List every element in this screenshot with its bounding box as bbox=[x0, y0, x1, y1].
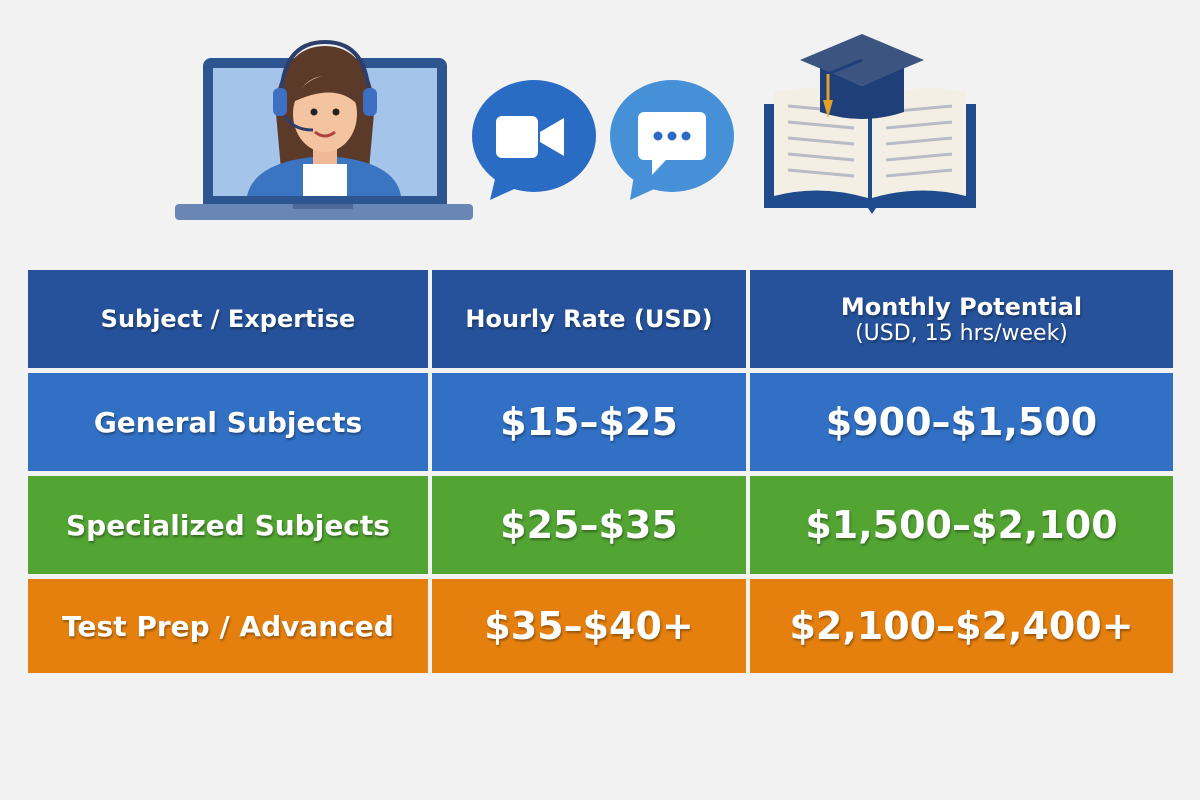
table-row: Test Prep / Advanced $35–$40+ $2,100–$2,… bbox=[28, 579, 1173, 673]
chat-bubble-icon bbox=[610, 80, 734, 200]
table-row: General Subjects $15–$25 $900–$1,500 bbox=[28, 373, 1173, 471]
laptop-tutor-headset-icon bbox=[175, 39, 473, 220]
table-header-row: Subject / Expertise Hourly Rate (USD) Mo… bbox=[28, 270, 1173, 368]
open-book-graduation-cap-icon bbox=[764, 34, 976, 214]
tutoring-rates-table: Subject / Expertise Hourly Rate (USD) Mo… bbox=[28, 270, 1173, 678]
row-hourly-rate: $15–$25 bbox=[432, 373, 746, 471]
row-hourly-rate: $25–$35 bbox=[432, 476, 746, 574]
header-subject: Subject / Expertise bbox=[28, 270, 428, 368]
header-monthly-title: Monthly Potential bbox=[840, 292, 1083, 321]
header-monthly-subtitle: (USD, 15 hrs/week) bbox=[855, 320, 1068, 346]
header-hourly-rate: Hourly Rate (USD) bbox=[432, 270, 746, 368]
row-subject: General Subjects bbox=[28, 373, 428, 471]
row-subject: Specialized Subjects bbox=[28, 476, 428, 574]
row-monthly-potential: $2,100–$2,400+ bbox=[750, 579, 1173, 673]
video-camera-bubble-icon bbox=[472, 80, 596, 200]
row-subject: Test Prep / Advanced bbox=[28, 579, 428, 673]
header-monthly-potential: Monthly Potential (USD, 15 hrs/week) bbox=[750, 270, 1173, 368]
row-monthly-potential: $1,500–$2,100 bbox=[750, 476, 1173, 574]
row-hourly-rate: $35–$40+ bbox=[432, 579, 746, 673]
table-row: Specialized Subjects $25–$35 $1,500–$2,1… bbox=[28, 476, 1173, 574]
row-monthly-potential: $900–$1,500 bbox=[750, 373, 1173, 471]
